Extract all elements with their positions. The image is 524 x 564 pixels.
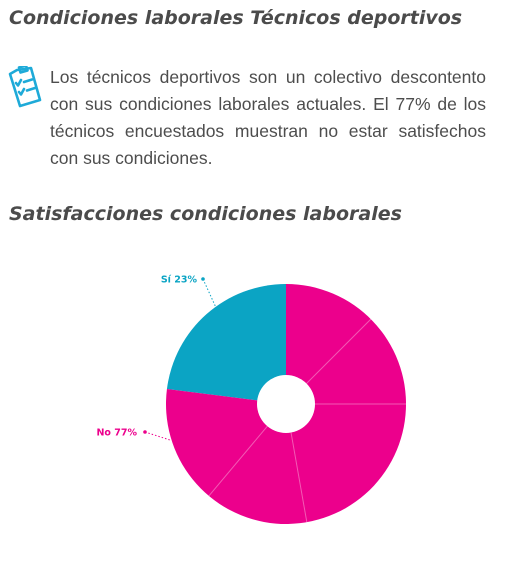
page-title: Condiciones laborales Técnicos deportivo…	[9, 7, 463, 29]
chart-labels: Sí 23% No 77%	[96, 275, 219, 441]
clipboard-checklist-icon	[8, 66, 42, 108]
slice-divider	[290, 432, 308, 523]
label-leader-line	[202, 278, 219, 313]
label-dot	[201, 277, 205, 281]
slice-divider	[306, 318, 372, 384]
data-label-s: Sí 23%	[161, 275, 198, 286]
label-dot	[143, 430, 147, 434]
label-leader-line	[144, 431, 171, 441]
slice-s	[166, 284, 286, 404]
intro-text: Los técnicos deportivos son un colectivo…	[50, 67, 486, 168]
chart-slices	[166, 284, 407, 524]
donut-hole	[257, 375, 315, 433]
chart-title: Satisfacciones condiciones laborales	[9, 203, 402, 225]
data-label-no: No 77%	[96, 428, 137, 439]
slice-divider	[208, 425, 268, 497]
